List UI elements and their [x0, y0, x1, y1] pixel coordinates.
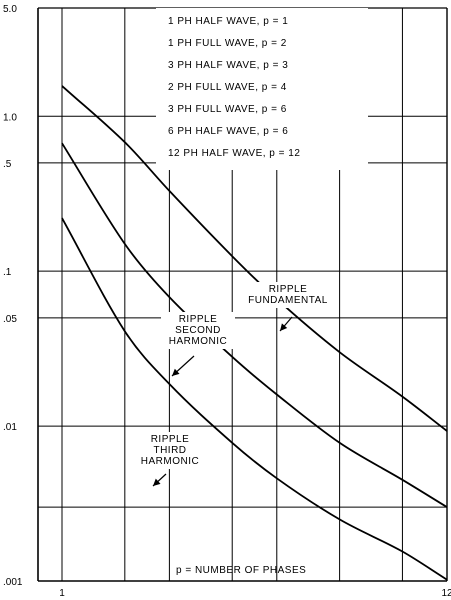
series-label-bg	[161, 312, 235, 349]
series-line-1	[61, 85, 448, 432]
series-label-text: RIPPLE	[151, 434, 190, 445]
leader-arrowhead	[172, 368, 180, 376]
y-tick-label: .05	[3, 314, 17, 325]
series-label-bg	[237, 282, 339, 308]
leader-arrowhead	[280, 323, 288, 331]
series-label-text: THIRD	[153, 445, 186, 456]
y-tick-label: 5.0	[3, 4, 17, 15]
x-tick-label: 1	[59, 588, 65, 599]
series-label-text: RIPPLE	[179, 314, 218, 325]
legend-box	[156, 8, 368, 170]
legend-entry: 1 PH FULL WAVE, p = 2	[168, 38, 287, 49]
tick-labels: 5.0 1.0 .5 .1 .05 .01 .001 1 12	[3, 4, 451, 599]
y-tick-label: .01	[3, 422, 17, 433]
y-tick-label: .001	[3, 577, 23, 588]
legend-entry: 12 PH HALF WAVE, p = 12	[168, 148, 300, 159]
series-line-3	[61, 217, 448, 581]
series-label-text: SECOND	[175, 325, 221, 336]
series-curves	[61, 85, 448, 581]
series-label-text: HARMONIC	[141, 456, 199, 467]
y-tick-label: .1	[3, 267, 12, 278]
series-label-text: HARMONIC	[169, 336, 227, 347]
x-tick-label: 12	[441, 588, 451, 599]
series-labels: RIPPLEFUNDAMENTALRIPPLESECONDHARMONICRIP…	[133, 282, 339, 487]
legend-entry: 6 PH HALF WAVE, p = 6	[168, 126, 288, 137]
legend-entry: 1 PH HALF WAVE, p = 1	[168, 16, 288, 27]
legend-entry: 2 PH FULL WAVE, p = 4	[168, 82, 287, 93]
legend-entry: 3 PH HALF WAVE, p = 3	[168, 60, 288, 71]
x-axis-label: p = NUMBER OF PHASES	[176, 565, 306, 576]
y-tick-label: .5	[3, 159, 12, 170]
series-label-text: RIPPLE	[269, 284, 308, 295]
legend-entry: 3 PH FULL WAVE, p = 6	[168, 104, 287, 115]
series-line-2	[61, 142, 448, 508]
series-label-text: FUNDAMENTAL	[248, 295, 328, 306]
y-tick-label: 1.0	[3, 112, 17, 123]
leader-arrowhead	[153, 478, 161, 486]
series-label-bg	[133, 432, 207, 469]
legend: 1 PH HALF WAVE, p = 1 1 PH FULL WAVE, p =…	[156, 8, 368, 170]
